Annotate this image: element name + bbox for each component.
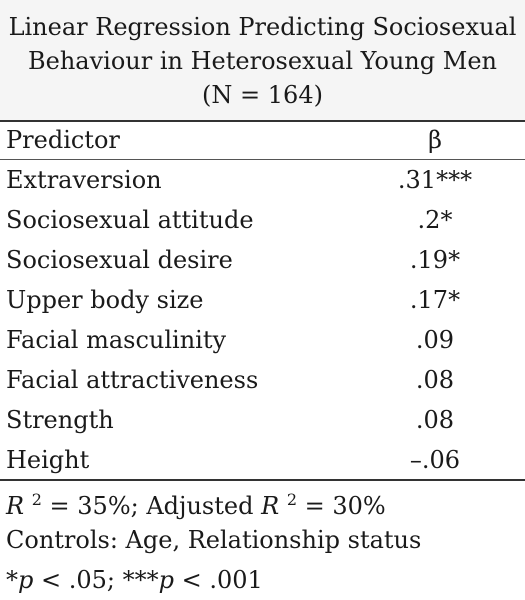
predictor-cell: Facial attractiveness	[6, 366, 259, 394]
table-row: Facial attractiveness .08	[0, 360, 525, 400]
predictor-cell: Sociosexual attitude	[6, 206, 254, 234]
beta-cell: .2*	[417, 206, 453, 234]
table-row: Sociosexual desire .19*	[0, 240, 525, 280]
r-squared-note: R 2 = 35%; Adjusted R 2 = 30%	[6, 480, 521, 520]
header-beta: β	[428, 126, 442, 154]
beta-cell: .31***	[397, 166, 473, 194]
top-rule	[0, 120, 525, 122]
table-row: Extraversion .31***	[0, 160, 525, 200]
predictor-cell: Upper body size	[6, 286, 204, 314]
adj-r-value: = 30%	[297, 492, 386, 520]
sig-p2: p	[158, 566, 174, 594]
title-band	[0, 0, 525, 121]
sig-text1: < .05; ***	[33, 566, 159, 594]
table-row: Facial masculinity .09	[0, 320, 525, 360]
beta-cell: .09	[415, 326, 455, 354]
controls-note: Controls: Age, Relationship status	[6, 526, 422, 554]
adj-r-symbol: R	[261, 492, 280, 520]
table-row: Upper body size .17*	[0, 280, 525, 320]
adj-r-sup: 2	[286, 490, 297, 509]
header-row: Predictor β	[0, 120, 525, 160]
sig-star: *	[6, 566, 18, 594]
beta-cell: .19*	[409, 246, 461, 274]
beta-cell: .08	[415, 366, 455, 394]
predictor-cell: Sociosexual desire	[6, 246, 233, 274]
beta-cell: .08	[415, 406, 455, 434]
r-sup: 2	[31, 490, 42, 509]
r-symbol: R	[6, 492, 25, 520]
table-row: Strength .08	[0, 400, 525, 440]
predictor-cell: Extraversion	[6, 166, 162, 194]
significance-note: *p < .05; ***p < .001	[6, 560, 521, 600]
beta-cell: –.06	[409, 446, 461, 474]
predictor-cell: Height	[6, 446, 90, 474]
title-line-2: Behaviour in Heterosexual Young Men	[28, 47, 497, 75]
r-value: = 35%; Adjusted	[41, 492, 262, 520]
predictor-cell: Strength	[6, 406, 114, 434]
table-row: Height –.06	[0, 440, 525, 480]
table-title: Linear Regression Predicting Sociosexual…	[0, 10, 525, 112]
beta-cell: .17*	[409, 286, 461, 314]
header-rule	[0, 159, 525, 160]
table-row: Sociosexual attitude .2*	[0, 200, 525, 240]
title-line-3: (N = 164)	[202, 81, 323, 109]
sig-text2: < .001	[174, 566, 263, 594]
sig-p1: p	[18, 566, 34, 594]
predictor-cell: Facial masculinity	[6, 326, 227, 354]
header-predictor: Predictor	[6, 126, 120, 154]
title-line-1: Linear Regression Predicting Sociosexual	[8, 13, 517, 41]
bottom-rule	[0, 479, 525, 481]
